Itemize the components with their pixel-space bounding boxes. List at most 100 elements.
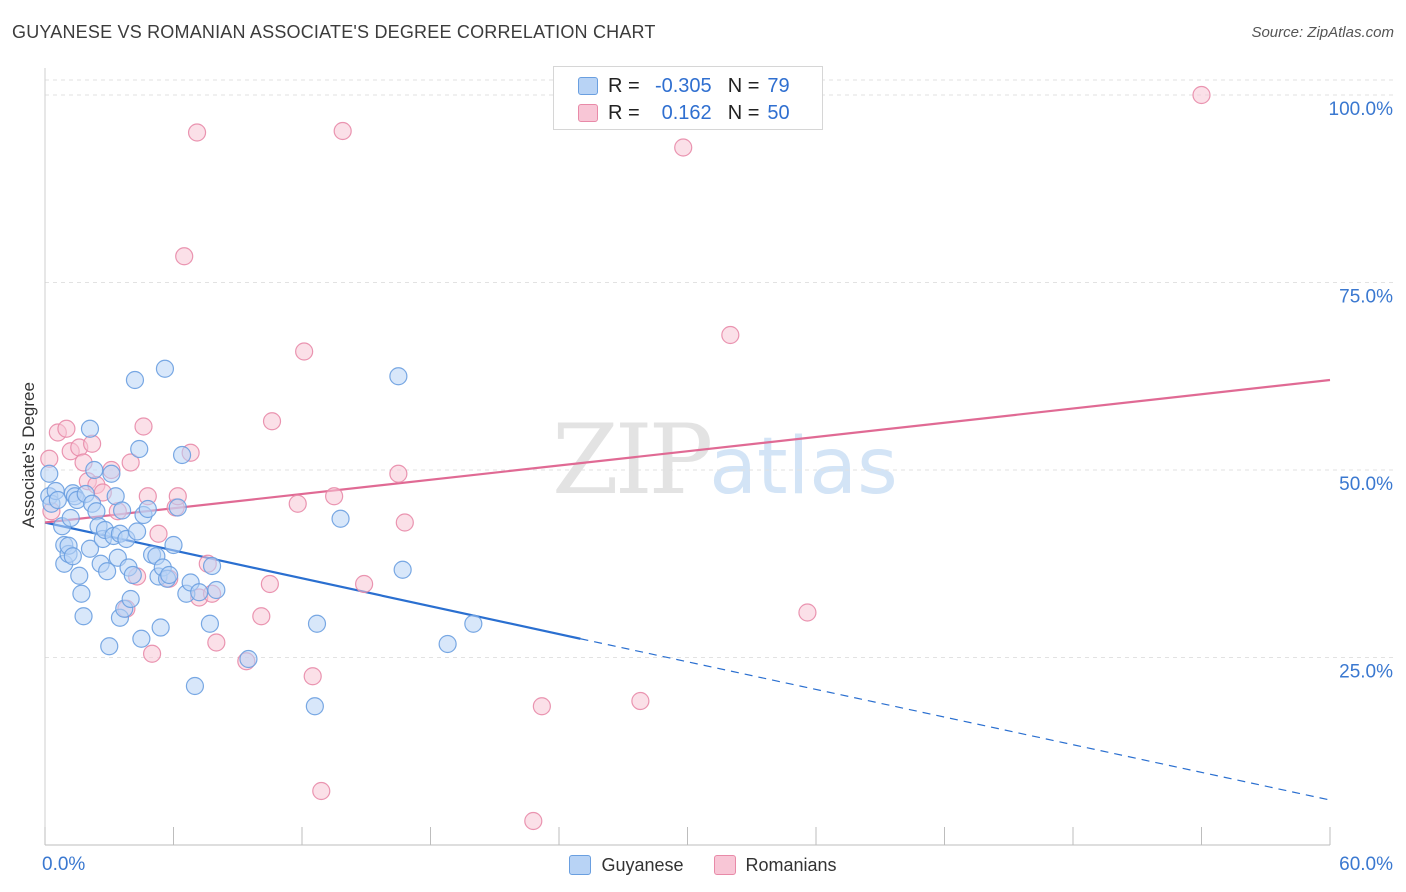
guyanese-point [138, 499, 157, 519]
y-axis-title: Associate's Degree [19, 382, 38, 528]
guyanese-point [151, 618, 170, 637]
romanian-point [252, 607, 271, 626]
guyanese-point [307, 614, 327, 633]
guyanese-point [127, 522, 147, 541]
legend-label-guyanese: Guyanese [601, 854, 684, 875]
romanian-point [262, 412, 282, 431]
legend-n-label: N = [727, 74, 760, 97]
guyanese-point [389, 367, 408, 386]
guyanese-point [438, 634, 457, 654]
guyanese-point [168, 498, 187, 517]
romanian-point [134, 417, 153, 436]
trend-lines [44, 378, 1331, 801]
axes [44, 68, 1331, 846]
romanian-point [389, 464, 408, 483]
guyanese-point [98, 562, 117, 581]
romanian-point [395, 513, 414, 532]
guyanese-trend-extension [580, 638, 1331, 801]
romanian-point [798, 603, 817, 622]
chart-title: GUYANESE VS ROMANIAN ASSOCIATE'S DEGREE … [12, 22, 656, 42]
guyanese-point [239, 649, 258, 669]
y-tick-label: 75.0% [1339, 287, 1393, 308]
legend-r-label: R = [608, 101, 640, 124]
axis-labels: 25.0% 50.0% 75.0% 100.0% 0.0% 60.0% Associate'… [19, 99, 1393, 875]
romanian-point [325, 487, 344, 506]
guyanese-point [160, 565, 179, 585]
guyanese-swatch [578, 77, 598, 95]
guyanese-point [200, 614, 220, 633]
x-tick-label: 0.0% [42, 854, 85, 875]
romanian-point [142, 644, 162, 663]
guyanese-point [464, 614, 483, 633]
guyanese-point [207, 580, 226, 600]
correlation-legend: R = -0.305 N = 79 R = 0.162 N = 50 [553, 66, 823, 130]
romanian-point [83, 434, 102, 453]
guyanese-point [48, 490, 67, 510]
guyanese-point [190, 583, 209, 602]
romanian-point [187, 123, 207, 142]
guyanese-point [100, 637, 119, 656]
guyanese-swatch [569, 855, 592, 875]
romanian-trend-line [44, 378, 1331, 524]
romanian-point [312, 781, 331, 801]
guyanese-point [102, 464, 121, 483]
legend-n-value: 79 [767, 74, 790, 97]
legend-row-romanians: R = 0.162 N = 50 [578, 100, 790, 126]
legend-r-value: 0.162 [661, 101, 712, 124]
legend-n-value: 50 [767, 101, 790, 124]
guyanese-point [155, 359, 175, 378]
y-tick-label: 100.0% [1329, 99, 1394, 120]
romanian-point [355, 574, 374, 594]
grid-lines [45, 79, 1395, 658]
romanian-point [260, 574, 279, 594]
romanian-point [303, 667, 322, 686]
guyanese-point [305, 697, 324, 716]
x-tick-label: 60.0% [1339, 854, 1393, 875]
guyanese-point [40, 464, 59, 483]
guyanese-point [87, 502, 106, 521]
legend-label-romanians: Romanians [745, 854, 837, 875]
guyanese-point [393, 560, 412, 579]
source-label: Source: ZipAtlas.com [1251, 24, 1394, 41]
romanian-point [175, 247, 194, 266]
romanian-point [288, 494, 307, 513]
guyanese-point [70, 566, 89, 585]
legend-n-label: N = [727, 101, 760, 124]
guyanese-point [185, 676, 205, 696]
guyanese-point [132, 629, 151, 648]
romanians-swatch [578, 104, 598, 122]
romanian-point [631, 691, 650, 711]
guyanese-point [72, 584, 91, 603]
guyanese-point [80, 539, 100, 558]
legend-r-label: R = [608, 74, 640, 97]
legend-r-value: -0.305 [654, 74, 712, 97]
y-tick-label: 50.0% [1339, 474, 1393, 495]
guyanese-point [121, 589, 140, 609]
data-points [40, 85, 1211, 831]
legend-row-guyanese: R = -0.305 N = 79 [578, 73, 790, 99]
romanian-point [57, 419, 76, 438]
guyanese-point [202, 556, 222, 576]
guyanese-point [164, 535, 183, 555]
guyanese-point [125, 370, 145, 390]
romanian-point [295, 342, 314, 361]
romanian-point [524, 811, 543, 831]
y-tick-label: 25.0% [1339, 662, 1393, 683]
romanian-point [121, 453, 140, 472]
series-legend: Guyanese Romanians [0, 852, 1406, 878]
guyanese-point [112, 501, 132, 520]
romanian-point [1192, 85, 1211, 105]
guyanese-point [63, 547, 82, 566]
guyanese-point [85, 460, 104, 480]
romanian-point [333, 121, 352, 141]
legend-item-guyanese[interactable]: Guyanese [569, 854, 684, 876]
romanian-point [721, 325, 740, 345]
guyanese-point [74, 607, 93, 626]
romanian-point [149, 524, 168, 543]
guyanese-point [123, 565, 142, 585]
guyanese-point [61, 508, 80, 528]
guyanese-point [130, 439, 149, 459]
romanians-swatch [713, 855, 736, 875]
legend-item-romanians[interactable]: Romanians [713, 854, 837, 876]
